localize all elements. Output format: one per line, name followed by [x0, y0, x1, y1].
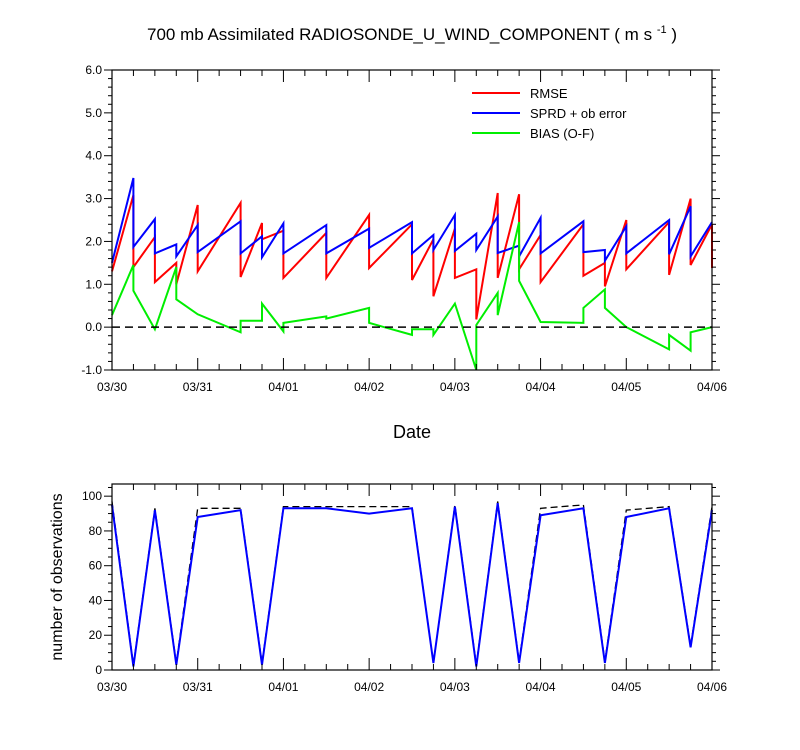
bottom-y-axis-label: number of observations	[49, 493, 66, 660]
legend-label: SPRD + ob error	[530, 106, 627, 121]
y-tick-label: 0.0	[85, 320, 102, 334]
x-tick-label: 04/02	[354, 680, 384, 694]
y-tick-label: 80	[89, 524, 103, 538]
top-legend: RMSE SPRD + ob error BIAS (O-F)	[472, 86, 627, 141]
x-tick-label: 04/06	[697, 680, 727, 694]
chart-title-units-close: )	[671, 25, 677, 44]
x-tick-label: 03/30	[97, 680, 127, 694]
y-tick-label: 100	[82, 489, 102, 503]
legend-label: RMSE	[530, 86, 568, 101]
x-tick-label: 04/04	[526, 380, 556, 394]
legend-label: BIAS (O-F)	[530, 126, 594, 141]
top-axes: 03/30 03/31 04/01 04/02 04/03 04/04 04/05 04/06…	[81, 63, 727, 394]
y-tick-label: 3.0	[85, 192, 102, 206]
x-tick-label: 04/01	[268, 680, 298, 694]
chart-title-units-exponent: -1	[657, 24, 667, 36]
series-line-possible	[111, 501, 713, 665]
x-tick-label: 04/01	[268, 380, 298, 394]
x-tick-label: 04/02	[354, 380, 384, 394]
bottom-chart: 03/30 03/31 04/01 04/02 04/03 04/04 04/05 04/06…	[49, 483, 727, 694]
x-tick-label: 04/03	[440, 680, 470, 694]
top-series-layer	[111, 177, 713, 371]
chart-title-units: ( m s	[614, 25, 652, 44]
chart-title-text: 700 mb Assimilated RADIOSONDE_U_WIND_COM…	[147, 25, 610, 44]
series-line-sprd-ob-error	[111, 177, 713, 265]
x-tick-label: 03/31	[183, 380, 213, 394]
x-tick-label: 04/06	[697, 380, 727, 394]
y-tick-label: 0	[95, 663, 102, 677]
y-tick-label: 5.0	[85, 106, 102, 120]
y-tick-label: 4.0	[85, 149, 102, 163]
x-tick-label: 03/31	[183, 680, 213, 694]
y-tick-label: 6.0	[85, 63, 102, 77]
y-tick-label: 1.0	[85, 277, 102, 291]
series-line-bias-o-f	[111, 221, 713, 371]
y-tick-label: 60	[89, 559, 103, 573]
x-tick-label: 04/04	[526, 680, 556, 694]
bottom-series-layer	[111, 501, 713, 667]
x-tick-label: 03/30	[97, 380, 127, 394]
y-tick-label: 2.0	[85, 234, 102, 248]
series-line-used	[111, 502, 713, 667]
y-tick-label: -1.0	[81, 363, 102, 377]
bottom-axes: 03/30 03/31 04/01 04/02 04/03 04/04 04/05 04/06…	[82, 483, 727, 694]
y-tick-label: 20	[89, 628, 103, 642]
y-tick-label: 40	[89, 593, 103, 607]
x-tick-label: 04/05	[611, 380, 641, 394]
top-chart: 03/30 03/31 04/01 04/02 04/03 04/04 04/05 04/06…	[81, 63, 727, 442]
chart-title: 700 mb Assimilated RADIOSONDE_U_WIND_COM…	[147, 18, 677, 44]
top-x-axis-label: Date	[393, 422, 431, 442]
series-line-rmse	[111, 192, 713, 320]
x-tick-label: 04/05	[611, 680, 641, 694]
x-tick-label: 04/03	[440, 380, 470, 394]
